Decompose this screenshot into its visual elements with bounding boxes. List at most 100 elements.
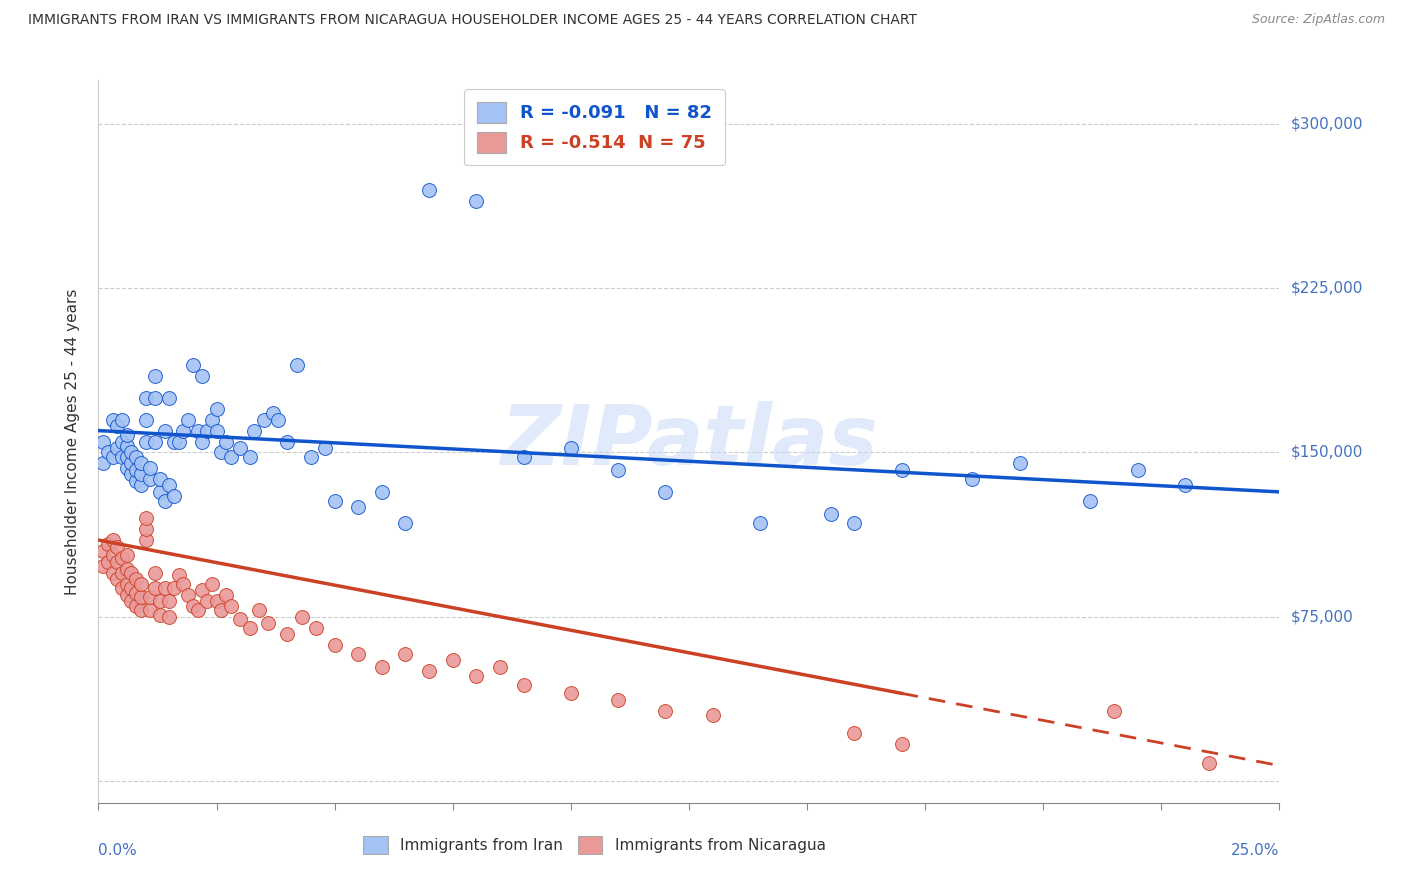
Point xyxy=(163,434,186,449)
Text: $75,000: $75,000 xyxy=(1291,609,1354,624)
Point xyxy=(157,609,180,624)
Point xyxy=(187,603,209,617)
Point xyxy=(890,737,912,751)
Point xyxy=(121,467,143,482)
Point xyxy=(139,590,162,604)
Point xyxy=(418,183,440,197)
Text: 0.0%: 0.0% xyxy=(98,843,138,857)
Point xyxy=(560,686,582,700)
Point xyxy=(125,450,148,464)
Point xyxy=(111,450,134,464)
Point xyxy=(153,581,176,595)
Point xyxy=(121,457,143,471)
Point xyxy=(167,434,190,449)
Legend: Immigrants from Iran, Immigrants from Nicaragua: Immigrants from Iran, Immigrants from Ni… xyxy=(357,830,832,860)
Point xyxy=(153,493,176,508)
Point xyxy=(285,358,308,372)
Point xyxy=(172,424,194,438)
Point xyxy=(91,434,114,449)
Point xyxy=(290,609,312,624)
Text: $225,000: $225,000 xyxy=(1291,281,1362,296)
Point xyxy=(1008,457,1031,471)
Point xyxy=(219,450,242,464)
Point xyxy=(135,412,157,426)
Point xyxy=(209,603,232,617)
Point xyxy=(347,647,370,661)
Point xyxy=(215,588,238,602)
Point xyxy=(129,457,152,471)
Point xyxy=(101,412,124,426)
Point xyxy=(91,544,114,558)
Point xyxy=(702,708,724,723)
Point xyxy=(105,419,128,434)
Point xyxy=(115,439,138,453)
Point xyxy=(512,677,534,691)
Point xyxy=(181,358,204,372)
Point xyxy=(139,460,162,475)
Point xyxy=(101,549,124,563)
Point xyxy=(129,478,152,492)
Point xyxy=(149,594,172,608)
Point xyxy=(111,566,134,580)
Point xyxy=(167,568,190,582)
Point xyxy=(181,599,204,613)
Point xyxy=(371,484,394,499)
Point xyxy=(101,533,124,547)
Point xyxy=(125,573,148,587)
Point xyxy=(125,474,148,488)
Point xyxy=(153,424,176,438)
Point xyxy=(195,424,218,438)
Point xyxy=(820,507,842,521)
Point xyxy=(157,391,180,405)
Point xyxy=(191,368,214,383)
Point xyxy=(121,566,143,580)
Point xyxy=(323,493,346,508)
Point xyxy=(299,450,322,464)
Point xyxy=(129,467,152,482)
Point xyxy=(157,594,180,608)
Point xyxy=(560,441,582,455)
Point xyxy=(205,424,228,438)
Point xyxy=(143,566,166,580)
Point xyxy=(247,603,270,617)
Point xyxy=(253,412,276,426)
Point xyxy=(111,434,134,449)
Text: IMMIGRANTS FROM IRAN VS IMMIGRANTS FROM NICARAGUA HOUSEHOLDER INCOME AGES 25 - 4: IMMIGRANTS FROM IRAN VS IMMIGRANTS FROM … xyxy=(28,13,917,28)
Point xyxy=(257,616,280,631)
Text: ZIPatlas: ZIPatlas xyxy=(501,401,877,482)
Point xyxy=(262,406,284,420)
Point xyxy=(115,460,138,475)
Point xyxy=(91,559,114,574)
Point xyxy=(205,401,228,416)
Point xyxy=(115,561,138,575)
Text: 25.0%: 25.0% xyxy=(1232,843,1279,857)
Point xyxy=(115,549,138,563)
Point xyxy=(654,484,676,499)
Point xyxy=(607,463,630,477)
Point xyxy=(105,555,128,569)
Point xyxy=(1080,493,1102,508)
Point xyxy=(139,472,162,486)
Point xyxy=(135,391,157,405)
Point xyxy=(441,653,464,667)
Point xyxy=(163,581,186,595)
Point xyxy=(201,412,224,426)
Point xyxy=(1174,478,1197,492)
Point xyxy=(314,441,336,455)
Point xyxy=(418,665,440,679)
Point xyxy=(371,660,394,674)
Point xyxy=(205,594,228,608)
Point xyxy=(157,478,180,492)
Point xyxy=(149,607,172,622)
Point xyxy=(177,412,200,426)
Point xyxy=(105,540,128,554)
Point xyxy=(115,577,138,591)
Point xyxy=(163,489,186,503)
Point xyxy=(276,434,298,449)
Point xyxy=(143,391,166,405)
Point xyxy=(465,669,488,683)
Point xyxy=(394,647,416,661)
Point xyxy=(187,424,209,438)
Point xyxy=(1126,463,1149,477)
Point xyxy=(229,441,252,455)
